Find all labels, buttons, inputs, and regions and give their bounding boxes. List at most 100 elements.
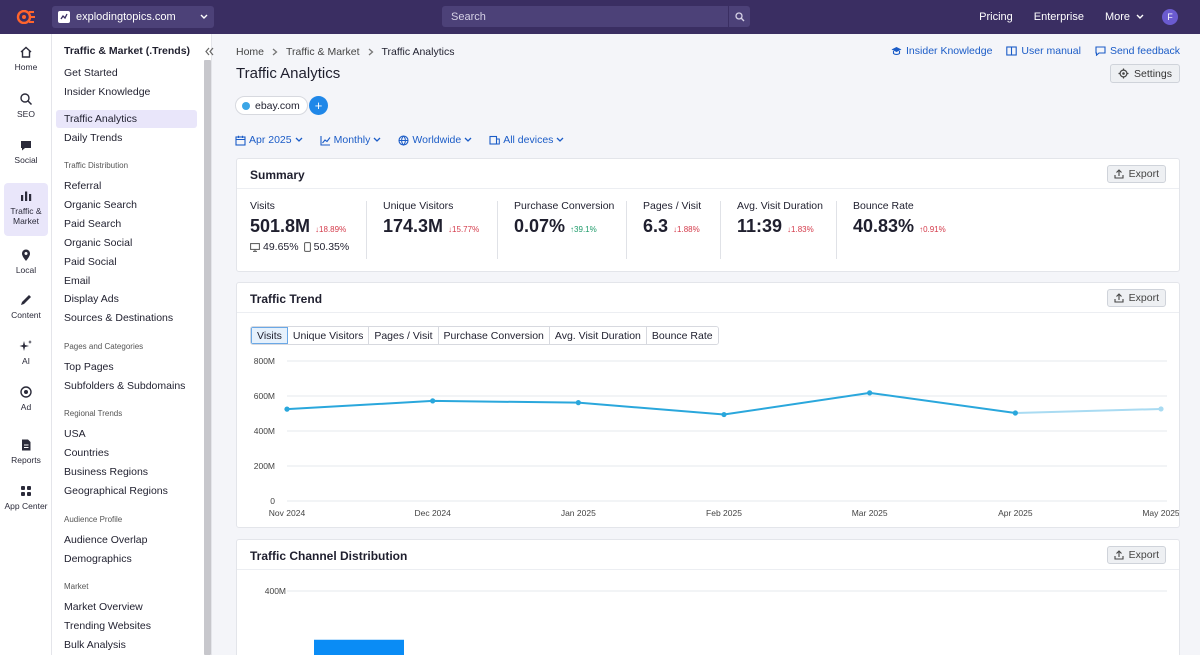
channel-export-button[interactable]: Export bbox=[1106, 546, 1166, 564]
date-filter[interactable]: Apr 2025 bbox=[235, 134, 306, 146]
sidebar-item-geographical-regions[interactable]: Geographical Regions bbox=[64, 485, 168, 497]
bar-chart-icon bbox=[21, 191, 32, 201]
metric-label: Pages / Visit bbox=[643, 200, 702, 212]
sidebar-item-bulk-analysis[interactable]: Bulk Analysis bbox=[64, 639, 126, 651]
sidebar-item-audience-overlap[interactable]: Audience Overlap bbox=[64, 534, 148, 546]
sidebar-item-top-pages[interactable]: Top Pages bbox=[64, 361, 114, 373]
more-menu[interactable]: More bbox=[1104, 11, 1130, 23]
rail-item-ad[interactable]: Ad bbox=[4, 385, 48, 412]
send-feedback-link[interactable]: Send feedback bbox=[1095, 45, 1180, 57]
sidebar-item-get-started[interactable]: Get Started bbox=[64, 67, 118, 79]
breadcrumb-home[interactable]: Home bbox=[236, 46, 265, 58]
rail-item-reports[interactable]: Reports bbox=[4, 438, 48, 465]
tab-avg-visit-duration[interactable]: Avg. Visit Duration bbox=[549, 327, 647, 344]
sidebar-item-referral[interactable]: Referral bbox=[64, 180, 102, 192]
metric-divider bbox=[836, 201, 837, 259]
semrush-logo-icon[interactable] bbox=[0, 0, 52, 34]
home-icon bbox=[20, 46, 32, 58]
sidebar-item-traffic-analytics[interactable]: Traffic Analytics bbox=[56, 110, 197, 128]
rail-item-content[interactable]: Content bbox=[4, 293, 48, 320]
sidebar-item-business-regions[interactable]: Business Regions bbox=[64, 466, 149, 478]
pricing-link[interactable]: Pricing bbox=[979, 11, 1013, 23]
sidebar-item-organic-search[interactable]: Organic Search bbox=[64, 199, 137, 211]
tab-purchase-conversion[interactable]: Purchase Conversion bbox=[438, 327, 550, 344]
sidebar-item-usa[interactable]: USA bbox=[64, 428, 86, 440]
traffic-trend-chart: 0 200M 400M 600M 800M Nov 2024 Dec 2024 Jan 202… bbox=[254, 356, 1179, 518]
rail-item-label: App Center bbox=[4, 501, 48, 511]
sidebar-item-insider-knowledge[interactable]: Insider Knowledge bbox=[64, 86, 151, 98]
search-button[interactable] bbox=[728, 6, 750, 27]
sidebar-group-label: Market bbox=[64, 582, 89, 591]
tab-bounce-rate[interactable]: Bounce Rate bbox=[646, 327, 718, 344]
sidebar-item-paid-social[interactable]: Paid Social bbox=[64, 256, 117, 268]
data-point bbox=[1158, 406, 1164, 412]
y-tick-label: 400M bbox=[265, 586, 286, 596]
sidebar-item-daily-trends[interactable]: Daily Trends bbox=[64, 132, 123, 144]
tab-pages-per-visit[interactable]: Pages / Visit bbox=[369, 327, 439, 344]
data-point bbox=[1012, 410, 1018, 416]
desktop-icon bbox=[250, 242, 260, 252]
rail-item-ai[interactable]: AI bbox=[4, 339, 48, 366]
breadcrumb-traffic-market[interactable]: Traffic & Market bbox=[286, 46, 360, 58]
sidebar-item-subfolders[interactable]: Subfolders & Subdomains bbox=[64, 380, 186, 392]
rail-item-label: Reports bbox=[11, 455, 41, 465]
apps-icon bbox=[21, 486, 31, 496]
rail-item-home[interactable]: Home bbox=[4, 45, 48, 72]
page-title: Traffic Analytics bbox=[236, 65, 341, 82]
export-icon bbox=[1114, 169, 1124, 179]
user-manual-label: User manual bbox=[1021, 45, 1081, 57]
sidebar-item-trending-websites[interactable]: Trending Websites bbox=[64, 620, 151, 632]
granularity-filter[interactable]: Monthly bbox=[320, 134, 385, 146]
avatar[interactable]: F bbox=[1162, 9, 1178, 25]
settings-button[interactable]: Settings bbox=[1110, 64, 1180, 83]
sidebar-item-email[interactable]: Email bbox=[64, 275, 91, 287]
search-placeholder: Search bbox=[451, 10, 486, 23]
devices-icon bbox=[489, 135, 501, 145]
sidebar-item-display-ads[interactable]: Display Ads bbox=[64, 293, 119, 305]
rail-item-label: Content bbox=[11, 310, 41, 320]
region-filter[interactable]: Worldwide bbox=[398, 134, 475, 146]
rail-item-social[interactable]: Social bbox=[4, 138, 48, 165]
rail-item-seo[interactable]: SEO bbox=[4, 92, 48, 119]
top-bar: explodingtopics.com Search Pricing Enter… bbox=[0, 0, 1200, 34]
tab-visits[interactable]: Visits bbox=[251, 327, 288, 344]
sidebar-item-organic-social[interactable]: Organic Social bbox=[64, 237, 133, 249]
summary-export-button[interactable]: Export bbox=[1106, 165, 1166, 183]
mobile-icon bbox=[303, 242, 311, 252]
collapse-sidebar-icon[interactable] bbox=[205, 47, 214, 56]
rail-item-label: SEO bbox=[17, 109, 35, 119]
sidebar-scrollbar[interactable] bbox=[204, 60, 211, 655]
metric-divider bbox=[497, 201, 498, 259]
sidebar-item-demographics[interactable]: Demographics bbox=[64, 553, 132, 565]
search-input[interactable]: Search bbox=[442, 6, 750, 27]
tab-unique-visitors[interactable]: Unique Visitors bbox=[287, 327, 370, 344]
rail-item-local[interactable]: Local bbox=[4, 248, 48, 275]
visits-series-line bbox=[286, 391, 1016, 416]
line-chart-icon bbox=[320, 135, 331, 146]
project-selector[interactable]: explodingtopics.com bbox=[52, 6, 214, 28]
insider-knowledge-link[interactable]: Insider Knowledge bbox=[891, 45, 992, 57]
device-filter[interactable]: All devices bbox=[489, 134, 567, 146]
metric-value: 174.3M bbox=[383, 216, 444, 236]
domain-chip[interactable]: ebay.com bbox=[235, 96, 308, 115]
trend-export-button[interactable]: Export bbox=[1106, 289, 1166, 307]
user-manual-link[interactable]: User manual bbox=[1006, 45, 1081, 57]
enterprise-link[interactable]: Enterprise bbox=[1033, 11, 1084, 23]
chevron-right-icon bbox=[368, 48, 374, 56]
x-tick-label: Feb 2025 bbox=[706, 508, 742, 518]
rail-item-traffic-market[interactable]: Traffic & Market bbox=[4, 183, 48, 236]
icon-rail: Home SEO Social Traffic & Market Local C… bbox=[0, 34, 52, 655]
sidebar-item-market-overview[interactable]: Market Overview bbox=[64, 601, 143, 613]
visits-projected-line bbox=[1015, 407, 1162, 414]
sidebar-item-sources-destinations[interactable]: Sources & Destinations bbox=[64, 312, 174, 324]
sidebar-item-paid-search[interactable]: Paid Search bbox=[64, 218, 122, 230]
rail-item-app-center[interactable]: App Center bbox=[4, 484, 48, 511]
domain-color-dot bbox=[242, 101, 250, 110]
card-divider bbox=[237, 312, 1179, 313]
add-competitor-button[interactable]: + bbox=[309, 96, 328, 115]
site-favicon-icon bbox=[58, 11, 70, 23]
metric-change: ↑39.1% bbox=[570, 225, 597, 234]
sidebar-item-countries[interactable]: Countries bbox=[64, 447, 109, 459]
breadcrumb-current: Traffic Analytics bbox=[381, 46, 455, 58]
calendar-icon bbox=[235, 135, 246, 146]
